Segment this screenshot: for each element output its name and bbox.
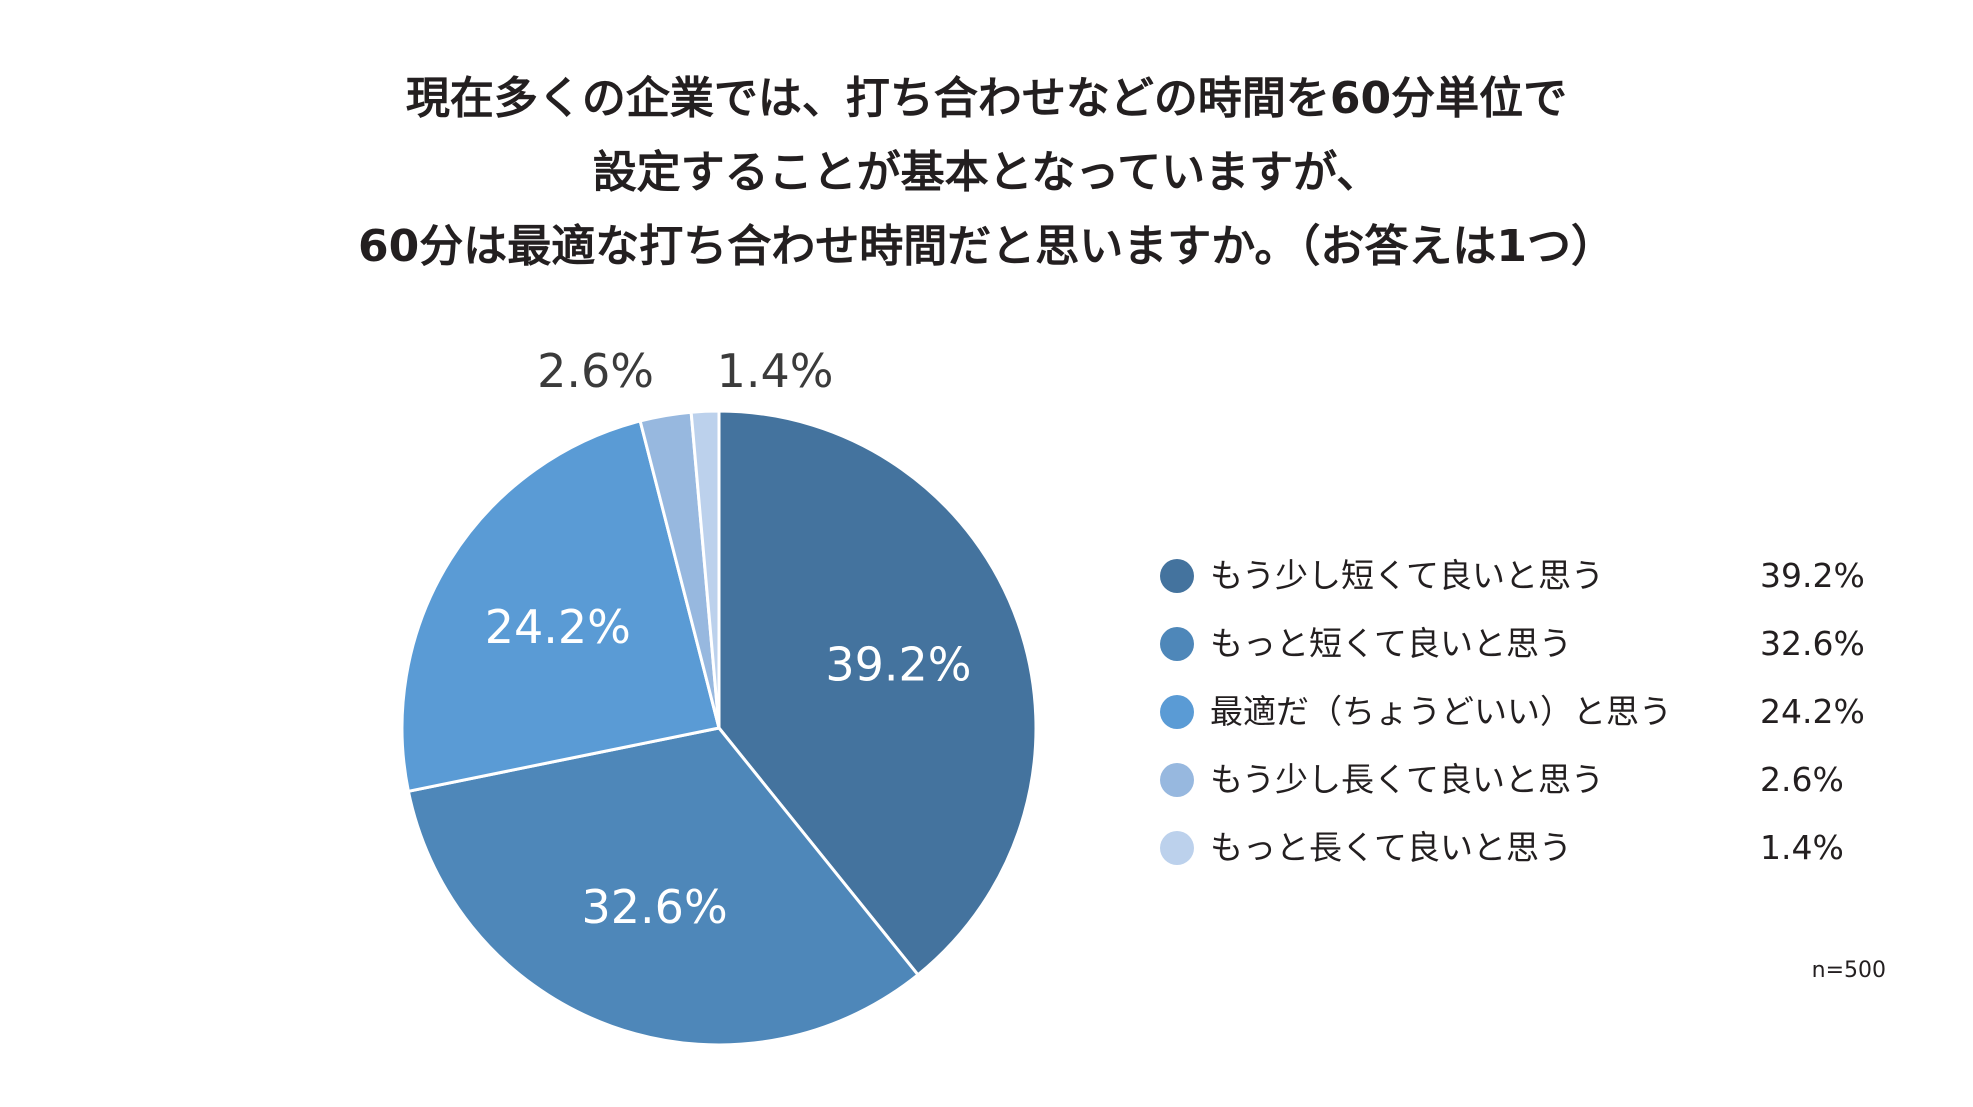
chart-title: 現在多くの企業では、打ち合わせなどの時間を60分単位で 設定することが基本となっ… [0, 62, 1973, 284]
legend-label: もっと長くて良いと思う [1210, 828, 1573, 867]
slice-value-label: 2.6% [537, 344, 654, 398]
legend-label: もう少し長くて良いと思う [1210, 760, 1605, 799]
legend-label: もっと短くて良いと思う [1210, 624, 1573, 663]
legend-item: 最適だ（ちょうどいい）と思う 24.2% [1160, 678, 1880, 746]
chart-title-line-3: 60分は最適な打ち合わせ時間だと思いますか。（お答えは1つ） [358, 221, 1615, 272]
legend-swatch [1160, 627, 1194, 661]
slice-value-label: 24.2% [485, 600, 631, 654]
sample-size-note: n=500 [1811, 958, 1886, 983]
slice-value-label: 39.2% [825, 638, 971, 692]
legend-item: もう少し長くて良いと思う 2.6% [1160, 746, 1880, 814]
legend-value: 24.2% [1760, 692, 1865, 731]
legend-label: 最適だ（ちょうどいい）と思う [1210, 692, 1672, 731]
legend-swatch [1160, 763, 1194, 797]
legend-value: 39.2% [1760, 556, 1865, 595]
slice-value-label: 1.4% [717, 344, 834, 398]
legend-value: 2.6% [1760, 760, 1844, 799]
pie-slice [717, 409, 1038, 977]
legend-swatch [1160, 695, 1194, 729]
legend-item: もっと長くて良いと思う 1.4% [1160, 814, 1880, 882]
slice-value-label: 32.6% [582, 880, 728, 934]
legend-label: もう少し短くて良いと思う [1210, 556, 1605, 595]
pie-slice [689, 409, 721, 730]
chart-title-line-1: 現在多くの企業では、打ち合わせなどの時間を60分単位で [405, 73, 1568, 124]
pie-slice [400, 419, 721, 793]
chart-title-line-2: 設定することが基本となっていますが、 [592, 147, 1381, 198]
legend-swatch [1160, 559, 1194, 593]
legend-item: もっと短くて良いと思う 32.6% [1160, 610, 1880, 678]
legend-item: もう少し短くて良いと思う 39.2% [1160, 542, 1880, 610]
legend-value: 32.6% [1760, 624, 1865, 663]
legend-value: 1.4% [1760, 828, 1844, 867]
pie-slice [406, 726, 920, 1047]
legend-swatch [1160, 831, 1194, 865]
